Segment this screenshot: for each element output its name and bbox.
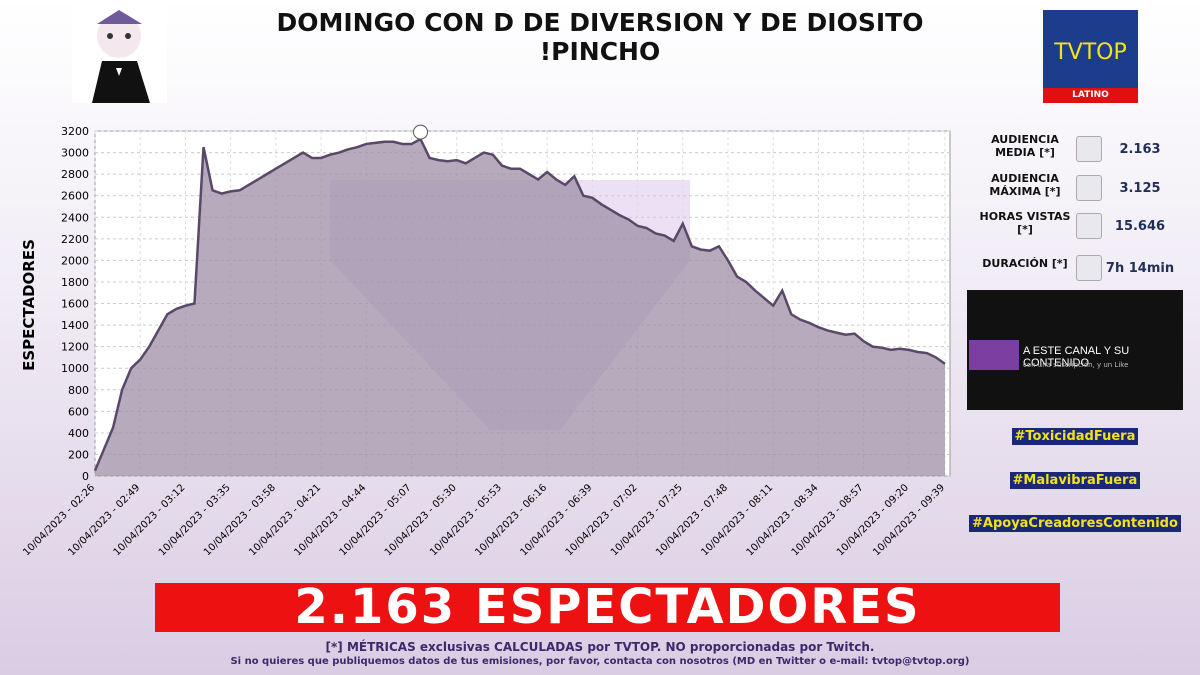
avatar xyxy=(72,6,167,103)
stat-icon xyxy=(1076,136,1102,162)
y-tick-label: 2400 xyxy=(61,211,89,224)
y-axis-label: ESPECTADORES xyxy=(20,239,38,371)
x-tick-label: 10/04/2023 - 02:26 xyxy=(21,482,97,558)
hashtag: #MalavibraFuera xyxy=(1009,472,1141,489)
y-tick-label: 2200 xyxy=(61,233,89,246)
stat-icon xyxy=(1076,213,1102,239)
avatar-art xyxy=(92,10,150,103)
y-tick-label: 1800 xyxy=(61,276,89,289)
thumbnail-subline: con una suscripción, y un Like xyxy=(1023,361,1129,369)
y-tick-label: 3200 xyxy=(61,125,89,138)
y-tick-label: 1600 xyxy=(61,298,89,311)
hashtag: #ApoyaCreadoresContenido xyxy=(969,515,1181,532)
thumbnail-headline: A ESTE CANAL Y SU CONTENIDO xyxy=(1023,345,1130,369)
logo-name: TVTOP xyxy=(1054,40,1127,65)
footer-note: [*] MÉTRICAS exclusivas CALCULADAS por T… xyxy=(325,640,875,654)
thumbnail-image xyxy=(969,340,1019,370)
stat-icon xyxy=(1076,255,1102,281)
y-tick-label: 2600 xyxy=(61,190,89,203)
footer-contact: Si no quieres que publiquemos datos de t… xyxy=(230,656,970,667)
hashtag: #ToxicidadFuera xyxy=(1011,428,1139,445)
y-tick-label: 800 xyxy=(68,384,89,397)
y-tick-label: 1400 xyxy=(61,319,89,332)
banner: 2.163 ESPECTADORES xyxy=(155,583,1060,632)
logo-region: LATINO xyxy=(1043,88,1138,103)
stat-label: HORAS VISTAS [*] xyxy=(979,210,1071,236)
stat-icon xyxy=(1076,175,1102,201)
title-line: DOMINGO CON D DE DIVERSION Y DE DIOSITO xyxy=(276,8,924,37)
y-tick-label: 0 xyxy=(82,470,89,483)
peak-marker xyxy=(413,124,429,140)
stat-value: 2.163 xyxy=(1119,142,1161,157)
x-tick-label: 10/04/2023 - 09:39 xyxy=(871,482,947,558)
area-fill xyxy=(95,139,945,476)
stat-label: AUDIENCIA MEDIA [*] xyxy=(991,133,1059,159)
y-tick-label: 1200 xyxy=(61,341,89,354)
y-tick-label: 400 xyxy=(68,427,89,440)
video-thumbnail: A ESTE CANAL Y SU CONTENIDO con una susc… xyxy=(967,290,1183,410)
y-tick-label: 3000 xyxy=(61,147,89,160)
stat-label: DURACIÓN [*] xyxy=(982,257,1068,270)
logo: TVTOP LATINO xyxy=(1043,10,1138,103)
stat-value: 7h 14min xyxy=(1105,261,1175,276)
y-tick-label: 2800 xyxy=(61,168,89,181)
stat-value: 15.646 xyxy=(1114,219,1166,234)
chart: 0 200 400 600 800 1000 1200 1400 1600 1800 2000 220… xyxy=(20,124,951,558)
title-line: !PINCHO xyxy=(539,37,661,66)
y-tick-label: 600 xyxy=(68,405,89,418)
y-tick-label: 2000 xyxy=(61,254,89,267)
stat-label: AUDIENCIA MÁXIMA [*] xyxy=(989,172,1061,198)
line xyxy=(93,137,946,472)
y-tick-label: 200 xyxy=(68,448,89,461)
stat-value: 3.125 xyxy=(1119,181,1161,196)
y-tick-label: 1000 xyxy=(61,362,89,375)
